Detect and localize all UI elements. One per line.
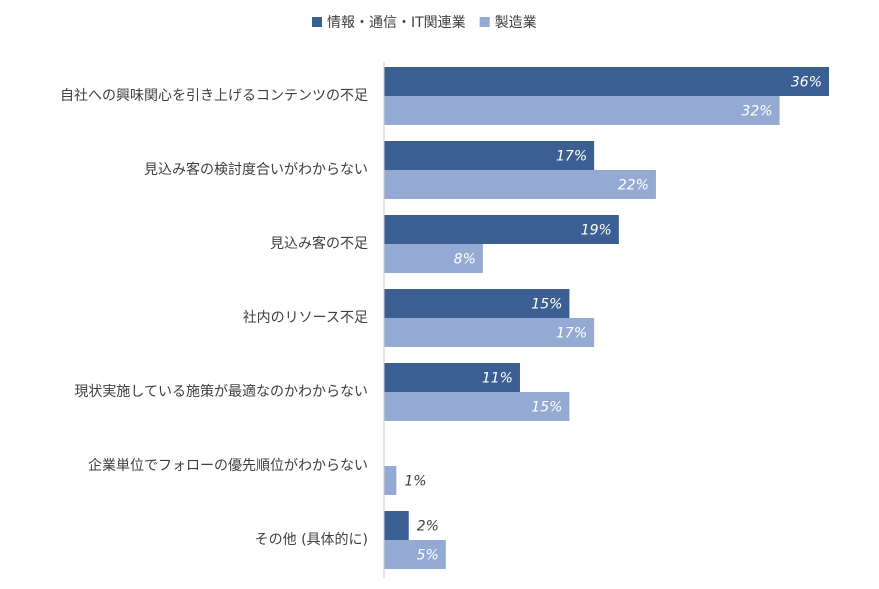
category-label: 見込み客の検討度合いがわからない xyxy=(144,161,368,178)
data-label: 15% xyxy=(531,297,562,313)
bar-it xyxy=(384,215,619,244)
data-label: 19% xyxy=(581,223,612,239)
data-label: 17% xyxy=(556,326,587,342)
data-label: 11% xyxy=(482,371,513,387)
bar-manufacturing xyxy=(384,392,570,421)
category-label: 見込み客の不足 xyxy=(270,235,368,252)
legend-swatch-2 xyxy=(479,17,490,27)
bar-manufacturing xyxy=(384,170,656,199)
data-label: 36% xyxy=(791,75,822,91)
legend-swatch-1 xyxy=(312,17,322,27)
bar-it xyxy=(384,363,520,392)
bar-it xyxy=(384,511,409,540)
legend-label-2: 製造業 xyxy=(495,15,537,31)
bar-manufacturing xyxy=(384,244,483,273)
legend-label-1: 情報・通信・IT関連業 xyxy=(327,15,466,31)
bar-manufacturing xyxy=(384,96,780,125)
bar-manufacturing xyxy=(384,466,397,495)
bar-manufacturing xyxy=(384,540,446,569)
data-label: 22% xyxy=(618,178,649,194)
data-label: 17% xyxy=(556,149,587,165)
category-label: 企業単位でフォローの優先順位がわからない xyxy=(88,457,368,474)
data-label: 5% xyxy=(417,548,439,564)
data-label: 8% xyxy=(454,252,476,268)
data-label: 15% xyxy=(531,400,562,416)
bar-it xyxy=(384,67,829,96)
category-label: その他 (具体的に) xyxy=(255,532,368,548)
bar-it xyxy=(384,289,570,318)
bar-it xyxy=(384,141,595,170)
category-label: 現状実施している施策が最適なのかわからない xyxy=(74,383,368,400)
data-label: 2% xyxy=(417,519,439,535)
category-label: 自社への興味関心を引き上げるコンテンツの不足 xyxy=(60,88,368,104)
data-label: 32% xyxy=(741,104,772,120)
data-label: 1% xyxy=(404,474,426,490)
bar-manufacturing xyxy=(384,318,595,347)
category-label: 社内のリソース不足 xyxy=(243,310,368,326)
